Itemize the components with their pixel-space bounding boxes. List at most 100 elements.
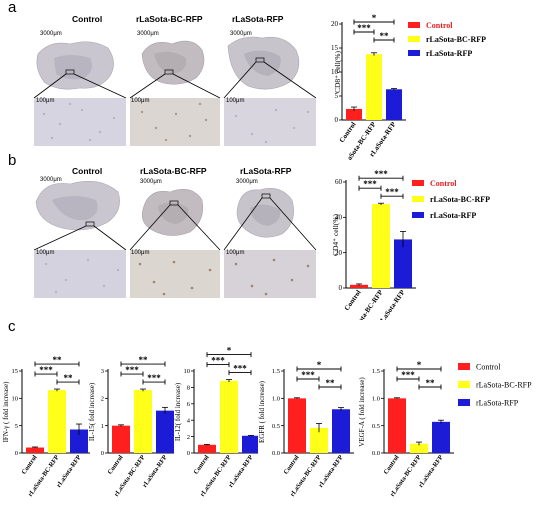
bar <box>366 54 382 120</box>
y-tick-label: 1.5 <box>372 368 380 375</box>
bar <box>156 410 174 453</box>
y-tick-label: 0.5 <box>372 423 380 430</box>
bar <box>350 284 368 288</box>
panel-letter-c: c <box>8 318 16 335</box>
bar <box>332 409 350 453</box>
y-tick-label: 10 <box>331 68 339 76</box>
column-title-rfp-b: rLaSota-RFP <box>240 166 292 176</box>
legend-label: rLaSota-RFP <box>430 211 476 220</box>
y-tick-label: 0 <box>187 450 190 457</box>
column-title-bc-a: rLaSota-BC-RFP <box>136 14 203 24</box>
legend-label: rLaSota-BC-RFP <box>476 381 532 390</box>
y-axis-label: IL-12( fold increase) <box>174 382 182 441</box>
significance-label: *** <box>301 370 315 380</box>
y-axis-label: EGFR ( fold increase) <box>258 380 266 443</box>
category-label: Control <box>338 121 358 145</box>
panel-letter-b: b <box>8 152 17 169</box>
bar <box>388 398 406 453</box>
bar <box>198 444 216 453</box>
legend-swatch <box>408 50 420 56</box>
significance-label: * <box>317 360 322 370</box>
category-label: Control <box>107 454 125 476</box>
overview-control-b <box>35 181 120 231</box>
significance-label: *** <box>39 365 53 375</box>
significance-label: *** <box>125 365 139 375</box>
y-tick-label: 10 <box>12 396 19 403</box>
overview-rfp-a <box>227 36 300 90</box>
legend-label: Control <box>426 21 453 30</box>
y-tick-label: 15 <box>12 368 19 375</box>
y-tick-label: 3 <box>101 368 104 375</box>
y-tick-label: 20 <box>335 249 343 257</box>
column-title-rfp-a: rLaSota-RFP <box>232 14 284 24</box>
legend-swatch <box>458 381 470 388</box>
legend-label: Control <box>430 179 457 188</box>
scale-overview-a2: 3000μm <box>137 31 159 37</box>
bar <box>220 380 238 453</box>
overview-bc-a <box>141 40 205 85</box>
legend-label: rLaSota-RFP <box>426 49 472 58</box>
significance-label: *** <box>374 169 388 179</box>
overview-control-a <box>36 41 114 90</box>
y-tick-label: 0.0 <box>272 450 280 457</box>
significance-label: ** <box>139 355 149 365</box>
significance-label: *** <box>363 179 377 189</box>
y-tick-label: 1.5 <box>272 368 280 375</box>
bar <box>432 421 450 453</box>
scale-overview-b1: 3000μm <box>40 177 62 183</box>
scale-zoom-a2: 100μm <box>131 98 150 104</box>
y-tick-label: 15 <box>331 44 339 52</box>
bar <box>242 435 258 453</box>
category-label: Control <box>21 454 39 476</box>
y-tick-label: 8 <box>187 385 190 392</box>
bar <box>394 239 412 288</box>
y-tick-label: 5 <box>15 423 18 430</box>
significance-label: * <box>227 346 232 356</box>
y-axis-label: CD8⁺ cell(%) <box>333 50 342 93</box>
chart-cd8: 0 5 10 15 20 CD8⁺ cell(%) Control rLaSota-BC-RF… <box>331 13 486 160</box>
legend-panel-c: Control rLaSota-BC-RFP rLaSota-RFP <box>458 363 532 408</box>
y-axis-label: IL-15( fold increase) <box>88 382 96 441</box>
category-label: Control <box>193 454 211 476</box>
significance-label: *** <box>147 373 161 383</box>
legend-swatch <box>458 399 470 406</box>
overview-rfp-b <box>236 188 294 238</box>
y-axis-label: VEGF-A ( fold increase) <box>358 377 366 447</box>
panel-letter-a: a <box>8 0 17 16</box>
significance-label: ** <box>426 378 436 388</box>
y-tick-label: 0 <box>339 284 343 292</box>
bar <box>70 429 88 453</box>
significance-label: *** <box>211 356 225 366</box>
y-tick-label: 1.0 <box>372 396 380 403</box>
bar <box>134 390 152 453</box>
y-axis-label: IFN-γ ( fold increase) <box>2 381 10 442</box>
overview-bc-b <box>141 189 204 236</box>
y-tick-label: 40 <box>335 214 343 222</box>
y-tick-label: 10 <box>184 368 191 375</box>
scale-zoom-b2: 100μm <box>131 250 150 256</box>
bar <box>26 447 44 453</box>
y-tick-label: 5 <box>335 92 339 100</box>
bar <box>372 204 390 288</box>
y-tick-label: 60 <box>335 178 343 186</box>
legend-swatch <box>412 212 424 218</box>
scale-zoom-b3: 100μm <box>226 250 245 256</box>
category-label: Control <box>283 454 301 476</box>
significance-label: *** <box>401 370 415 380</box>
chart-cd4: 0 20 40 60 CD4⁺ cell(%) Control rLaSota-BC-RFP… <box>331 169 490 320</box>
legend-swatch <box>408 22 420 28</box>
column-title-control-b: Control <box>72 166 103 176</box>
y-tick-label: 0.0 <box>372 450 380 457</box>
legend-label: rLaSota-RFP <box>476 399 519 408</box>
scale-overview-b3: 3000μm <box>236 179 258 185</box>
bar <box>48 390 66 453</box>
significance-label: * <box>372 13 377 23</box>
scale-zoom-a1: 100μm <box>36 98 55 104</box>
chart-egfr: 0.0 0.5 1.0 1.5 EGFR ( fold increase) Control… <box>258 360 354 498</box>
legend-swatch <box>412 180 424 186</box>
scale-zoom-b1: 100μm <box>36 250 55 256</box>
scale-overview-a3: 3000μm <box>230 31 252 37</box>
legend-swatch <box>412 196 424 202</box>
significance-label: ** <box>53 355 63 365</box>
